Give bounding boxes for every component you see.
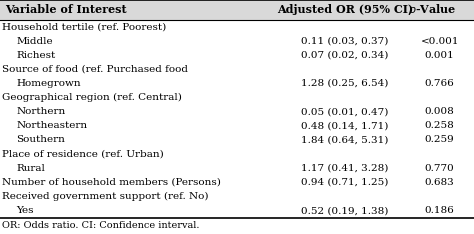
Text: 0.94 (0.71, 1.25): 0.94 (0.71, 1.25) [301,178,389,187]
Text: 0.770: 0.770 [425,164,455,173]
Bar [0,133,474,147]
Text: Yes: Yes [17,206,34,215]
Text: 0.766: 0.766 [425,79,455,88]
Text: <0.001: <0.001 [420,37,459,46]
Text: OR: Odds ratio. CI: Confidence interval.: OR: Odds ratio. CI: Confidence interval. [2,221,200,230]
Bar [0,34,474,48]
Text: 0.258: 0.258 [425,121,455,130]
Text: 0.07 (0.02, 0.34): 0.07 (0.02, 0.34) [301,51,389,60]
Text: Middle: Middle [17,37,53,46]
Text: Variable of Interest: Variable of Interest [5,4,127,15]
Text: Source of food (ref. Purchased food: Source of food (ref. Purchased food [2,65,188,74]
Bar [0,76,474,91]
Text: 0.008: 0.008 [425,107,455,116]
Text: 1.28 (0.25, 6.54): 1.28 (0.25, 6.54) [301,79,389,88]
Text: Received government support (ref. No): Received government support (ref. No) [2,192,209,201]
Text: Household tertile (ref. Poorest): Household tertile (ref. Poorest) [2,22,167,31]
Text: Homegrown: Homegrown [17,79,81,88]
Text: 0.52 (0.19, 1.38): 0.52 (0.19, 1.38) [301,206,389,215]
Text: 0.11 (0.03, 0.37): 0.11 (0.03, 0.37) [301,37,389,46]
Bar [0,48,474,62]
Bar [0,147,474,161]
Text: Place of residence (ref. Urban): Place of residence (ref. Urban) [2,150,164,159]
Text: Richest: Richest [17,51,56,60]
Text: 0.48 (0.14, 1.71): 0.48 (0.14, 1.71) [301,121,389,130]
Bar [0,62,474,76]
Text: Geographical region (ref. Central): Geographical region (ref. Central) [2,93,182,102]
Text: 0.05 (0.01, 0.47): 0.05 (0.01, 0.47) [301,107,389,116]
Bar [0,20,474,34]
Text: 0.259: 0.259 [425,135,455,144]
Text: 0.186: 0.186 [425,206,455,215]
Bar [0,189,474,204]
Text: 1.17 (0.41, 3.28): 1.17 (0.41, 3.28) [301,164,389,173]
Text: 0.001: 0.001 [425,51,455,60]
Text: Adjusted OR (95% CI): Adjusted OR (95% CI) [277,4,413,15]
Text: 1.84 (0.64, 5.31): 1.84 (0.64, 5.31) [301,135,389,144]
Text: Northern: Northern [17,107,66,116]
Bar [0,0,474,20]
Bar [0,204,474,218]
Bar [0,175,474,189]
Text: Southern: Southern [17,135,65,144]
Text: $p$-Value: $p$-Value [408,2,456,18]
Bar [0,161,474,175]
Text: Number of household members (Persons): Number of household members (Persons) [2,178,221,187]
Bar [0,119,474,133]
Text: Northeastern: Northeastern [17,121,88,130]
Bar [0,91,474,105]
Bar [0,105,474,119]
Text: 0.683: 0.683 [425,178,455,187]
Text: Rural: Rural [17,164,46,173]
